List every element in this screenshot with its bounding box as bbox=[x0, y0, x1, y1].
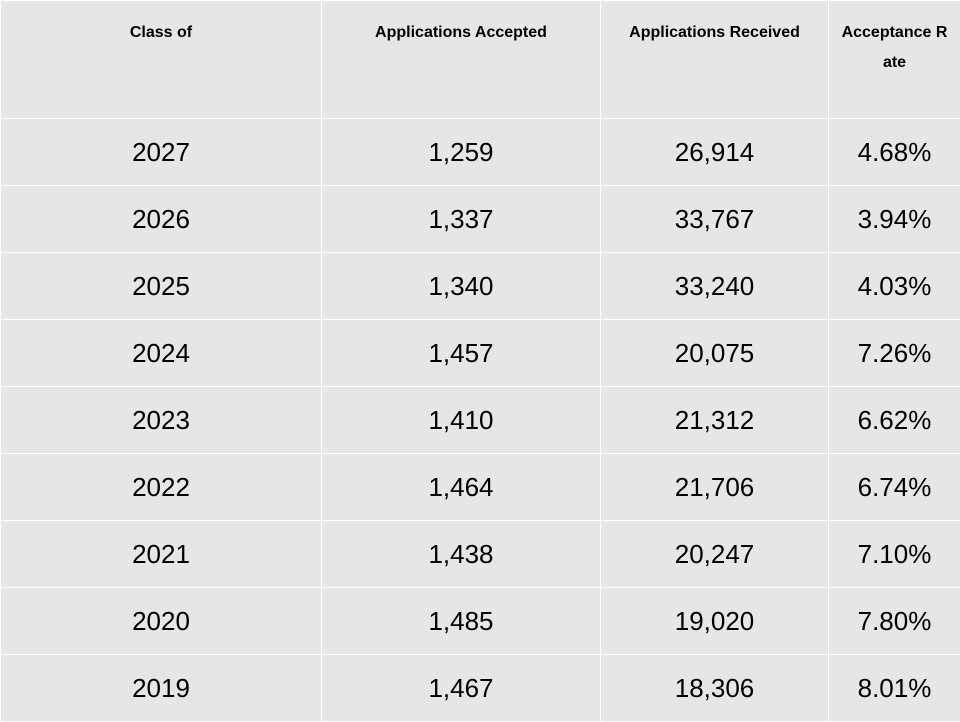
applications-received-cell: 21,312 bbox=[601, 387, 829, 454]
applications-accepted-cell: 1,457 bbox=[322, 320, 601, 387]
class-year-cell: 2022 bbox=[1, 454, 322, 521]
acceptance-rate-header: Acceptance Rate bbox=[829, 1, 960, 119]
applications-accepted-cell: 1,438 bbox=[322, 521, 601, 588]
acceptance-rate-cell: 7.80% bbox=[829, 588, 960, 655]
applications-received-cell: 26,914 bbox=[601, 119, 829, 186]
acceptance-rate-cell: 7.26% bbox=[829, 320, 960, 387]
applications-accepted-header: Applications Accepted bbox=[322, 1, 601, 119]
applications-received-cell: 21,706 bbox=[601, 454, 829, 521]
acceptance-rate-cell: 3.94% bbox=[829, 186, 960, 253]
applications-accepted-cell: 1,485 bbox=[322, 588, 601, 655]
acceptance-rate-cell: 4.68% bbox=[829, 119, 960, 186]
applications-accepted-cell: 1,410 bbox=[322, 387, 601, 454]
class-year-cell: 2027 bbox=[1, 119, 322, 186]
applications-received-header: Applications Received bbox=[601, 1, 829, 119]
applications-accepted-cell: 1,467 bbox=[322, 655, 601, 722]
class-year-cell: 2019 bbox=[1, 655, 322, 722]
applications-received-cell: 33,767 bbox=[601, 186, 829, 253]
acceptance-rate-cell: 4.03% bbox=[829, 253, 960, 320]
applications-received-cell: 20,075 bbox=[601, 320, 829, 387]
applications-accepted-cell: 1,337 bbox=[322, 186, 601, 253]
applications-received-cell: 33,240 bbox=[601, 253, 829, 320]
class-of-header: Class of bbox=[1, 1, 322, 119]
class-year-cell: 2024 bbox=[1, 320, 322, 387]
class-year-cell: 2020 bbox=[1, 588, 322, 655]
acceptance-rate-cell: 7.10% bbox=[829, 521, 960, 588]
class-year-cell: 2021 bbox=[1, 521, 322, 588]
applications-received-cell: 19,020 bbox=[601, 588, 829, 655]
applications-received-cell: 20,247 bbox=[601, 521, 829, 588]
applications-accepted-cell: 1,340 bbox=[322, 253, 601, 320]
acceptance-rate-cell: 6.62% bbox=[829, 387, 960, 454]
class-year-cell: 2025 bbox=[1, 253, 322, 320]
applications-accepted-cell: 1,259 bbox=[322, 119, 601, 186]
acceptance-rate-cell: 6.74% bbox=[829, 454, 960, 521]
applications-received-cell: 18,306 bbox=[601, 655, 829, 722]
class-year-cell: 2023 bbox=[1, 387, 322, 454]
acceptance-rate-cell: 8.01% bbox=[829, 655, 960, 722]
class-year-cell: 2026 bbox=[1, 186, 322, 253]
applications-accepted-cell: 1,464 bbox=[322, 454, 601, 521]
